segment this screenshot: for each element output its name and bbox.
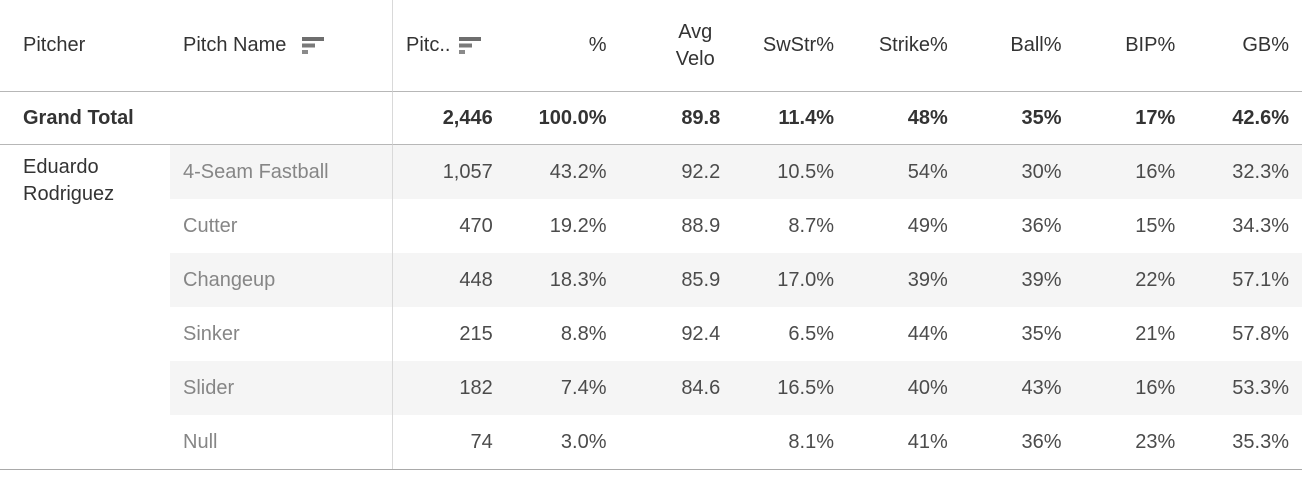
value-cell-strike: 49% (907, 214, 948, 237)
col-header-avg-velo-label: Avg Velo (675, 20, 715, 70)
value-cell-strike: 39% (847, 253, 961, 307)
value-cell-ball: 39% (960, 253, 1075, 307)
value-cell-avg-velo: 92.4 (681, 322, 721, 345)
pitch-name-cell[interactable]: Cutter (183, 214, 238, 237)
value-cell-pitches: 215 (392, 307, 506, 361)
value-cell-bip: 16% (1074, 145, 1189, 199)
value-cell-ball: 35% (1021, 322, 1062, 345)
value-cell-ball: 30% (960, 145, 1075, 199)
value-cell-bip: 15% (1135, 214, 1176, 237)
grand-total-value-bip: 17% (1074, 92, 1189, 145)
value-cell-pitches: 1,057 (392, 145, 506, 199)
value-cell-gb: 34.3% (1232, 214, 1289, 237)
grand-total-value-strike: 48% (847, 92, 961, 145)
value-cell-pct: 8.8% (560, 322, 607, 345)
value-cell-gb: 53.3% (1188, 361, 1302, 415)
col-header-strike[interactable]: Strike% (847, 0, 961, 92)
value-cell-bip: 21% (1135, 322, 1176, 345)
col-header-ball[interactable]: Ball% (960, 0, 1075, 92)
value-cell-avg-velo: 92.2 (619, 145, 734, 199)
value-cell-swstr: 17.0% (733, 253, 847, 307)
value-cell-strike: 44% (907, 322, 948, 345)
col-header-swstr[interactable]: SwStr% (733, 0, 847, 92)
value-cell-pct: 18.3% (505, 253, 620, 307)
pitcher-name-cell[interactable]: Eduardo Rodriguez (23, 156, 115, 205)
value-cell-pct: 3.0% (560, 430, 607, 453)
grand-total-value-pitches: 2,446 (392, 92, 506, 145)
grand-total-value-pct: 100.0% (505, 92, 620, 145)
crosstab-grid: Pitcher Pitch Name Pitc.. % Avg Velo SwS… (0, 0, 1302, 470)
value-cell-ball: 36% (1021, 214, 1062, 237)
value-cell-ball: 43% (960, 361, 1075, 415)
value-cell-pitches: 182 (392, 361, 506, 415)
value-cell-strike: 40% (847, 361, 961, 415)
sort-descending-icon[interactable] (459, 37, 482, 54)
value-cell-gb: 57.8% (1232, 322, 1289, 345)
value-cell-pct: 43.2% (505, 145, 620, 199)
col-header-pitches[interactable]: Pitc.. (392, 0, 506, 92)
value-cell-gb: 35.3% (1232, 430, 1289, 453)
grand-total-row-header[interactable]: Grand Total (0, 92, 392, 145)
value-cell-swstr: 8.1% (788, 430, 834, 453)
value-cell-pitches: 448 (392, 253, 506, 307)
pitch-name-cell[interactable]: Slider (170, 361, 392, 415)
grand-total-value-ball: 35% (960, 92, 1075, 145)
grand-total-value-swstr: 11.4% (733, 92, 847, 145)
value-cell-bip: 16% (1074, 361, 1189, 415)
value-cell-avg-velo (620, 415, 734, 469)
value-cell-pct: 7.4% (505, 361, 620, 415)
col-header-pitcher[interactable]: Pitcher (0, 0, 170, 92)
pitch-name-cell[interactable]: Changeup (170, 253, 392, 307)
value-cell-swstr: 16.5% (733, 361, 847, 415)
value-cell-swstr: 10.5% (733, 145, 847, 199)
pitch-name-cell[interactable]: Null (183, 430, 218, 453)
value-cell-pitches: 470 (392, 199, 506, 253)
value-cell-pct: 19.2% (549, 214, 607, 237)
value-cell-ball: 36% (1021, 430, 1062, 453)
sort-descending-icon[interactable] (302, 37, 325, 54)
value-cell-bip: 22% (1074, 253, 1189, 307)
value-cell-avg-velo: 88.9 (681, 214, 721, 237)
pitch-name-cell[interactable]: Sinker (183, 322, 240, 345)
value-cell-strike: 41% (907, 430, 948, 453)
value-cell-swstr: 6.5% (788, 322, 834, 345)
col-header-pct[interactable]: % (505, 0, 620, 92)
col-header-pitch-name-label: Pitch Name (183, 34, 287, 56)
pitch-name-cell[interactable]: 4-Seam Fastball (170, 145, 392, 199)
value-cell-avg-velo: 85.9 (619, 253, 734, 307)
value-cell-avg-velo: 84.6 (619, 361, 734, 415)
value-cell-bip: 23% (1135, 430, 1176, 453)
value-cell-gb: 57.1% (1188, 253, 1302, 307)
col-header-pitches-label: Pitc.. (406, 34, 451, 56)
grand-total-value-avg-velo: 89.8 (619, 92, 734, 145)
value-cell-pitches: 74 (392, 415, 506, 469)
value-cell-gb: 32.3% (1188, 145, 1302, 199)
col-header-gb[interactable]: GB% (1188, 0, 1302, 92)
col-header-bip[interactable]: BIP% (1074, 0, 1189, 92)
col-header-avg-velo[interactable]: Avg Velo (619, 0, 734, 92)
grand-total-value-gb: 42.6% (1188, 92, 1302, 145)
value-cell-strike: 54% (847, 145, 961, 199)
col-header-pitch-name[interactable]: Pitch Name (170, 0, 392, 92)
value-cell-swstr: 8.7% (788, 214, 834, 237)
